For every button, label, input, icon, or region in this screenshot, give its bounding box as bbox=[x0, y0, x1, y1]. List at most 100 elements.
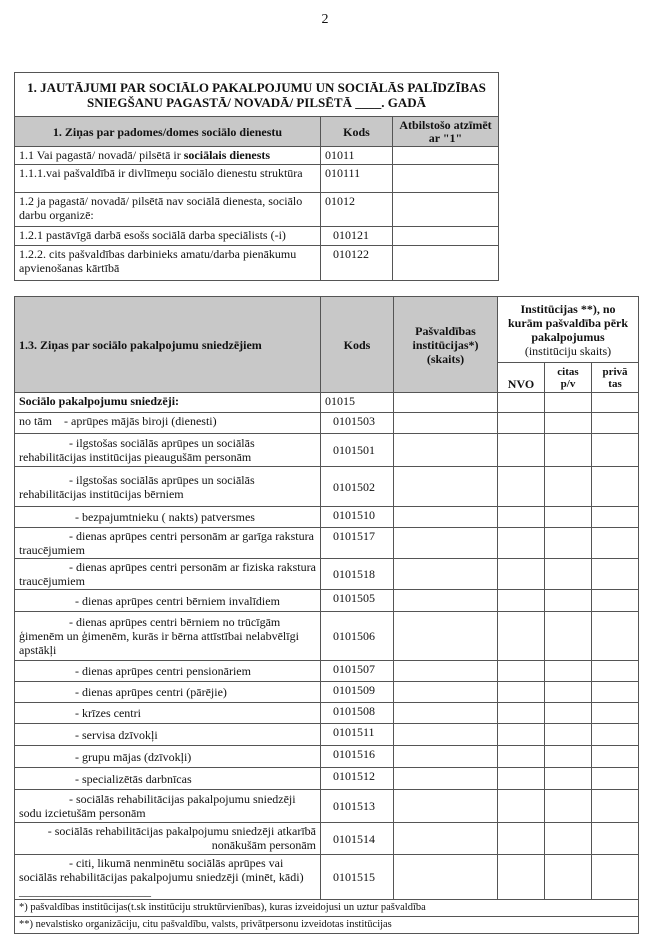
private-count-cell[interactable] bbox=[590, 466, 640, 507]
row-code: 0101508 bbox=[320, 702, 394, 724]
municipal-count-cell[interactable] bbox=[393, 589, 498, 612]
other-municipalities-count-cell[interactable] bbox=[544, 412, 592, 434]
private-count-cell[interactable] bbox=[590, 392, 640, 413]
private-count-cell[interactable] bbox=[590, 745, 640, 768]
municipal-count-cell[interactable] bbox=[393, 466, 498, 507]
municipal-count-cell[interactable] bbox=[393, 822, 498, 855]
private-count-cell[interactable] bbox=[590, 660, 640, 682]
nvo-count-cell[interactable] bbox=[497, 558, 545, 590]
header-description: 1.3. Ziņas par sociālo pakalpojumu snied… bbox=[14, 296, 321, 393]
label-text: 1.1 Vai pagastā/ novadā/ pilsētā ir bbox=[19, 148, 184, 162]
municipal-count-cell[interactable] bbox=[393, 392, 498, 413]
table-row: - krīzes centri 0101508 bbox=[14, 702, 640, 724]
other-municipalities-count-cell[interactable] bbox=[544, 681, 592, 703]
other-municipalities-count-cell[interactable] bbox=[544, 822, 592, 855]
municipal-count-cell[interactable] bbox=[393, 767, 498, 790]
other-municipalities-count-cell[interactable] bbox=[544, 611, 592, 661]
other-municipalities-count-cell[interactable] bbox=[544, 745, 592, 768]
municipal-count-cell[interactable] bbox=[393, 660, 498, 682]
municipal-count-cell[interactable] bbox=[393, 723, 498, 746]
private-count-cell[interactable] bbox=[590, 412, 640, 434]
private-count-cell[interactable] bbox=[590, 433, 640, 467]
nvo-count-cell[interactable] bbox=[497, 611, 545, 661]
label-bold: sociālais dienests bbox=[183, 148, 271, 162]
municipal-count-cell[interactable] bbox=[393, 506, 498, 528]
private-count-cell[interactable] bbox=[590, 854, 640, 900]
private-count-cell[interactable] bbox=[590, 702, 640, 724]
mark-cell[interactable] bbox=[391, 226, 500, 246]
row-label: 1.2.2. cits pašvaldības darbinieks amatu… bbox=[14, 245, 321, 281]
table-row: - dienas aprūpes centri personām ar garī… bbox=[14, 527, 640, 559]
row-code: 01012 bbox=[320, 192, 393, 227]
footnote: *) pašvaldības institūcijas(t.sk institū… bbox=[13, 899, 640, 917]
nvo-count-cell[interactable] bbox=[497, 433, 545, 467]
private-count-cell[interactable] bbox=[590, 767, 640, 790]
nvo-count-cell[interactable] bbox=[497, 745, 545, 768]
private-count-cell[interactable] bbox=[590, 589, 640, 612]
nvo-count-cell[interactable] bbox=[497, 702, 545, 724]
other-municipalities-count-cell[interactable] bbox=[544, 433, 592, 467]
mark-cell[interactable] bbox=[391, 146, 500, 165]
municipal-count-cell[interactable] bbox=[393, 611, 498, 661]
other-municipalities-count-cell[interactable] bbox=[544, 466, 592, 507]
other-municipalities-count-cell[interactable] bbox=[544, 589, 592, 612]
social-service-table: 1. JAUTĀJUMI PAR SOCIĀLO PAKALPOJUMU UN … bbox=[13, 72, 500, 281]
mark-cell[interactable] bbox=[391, 245, 500, 281]
row-code: 0101516 bbox=[320, 745, 394, 768]
nvo-count-cell[interactable] bbox=[497, 789, 545, 823]
row-code: 0101503 bbox=[320, 412, 394, 434]
municipal-count-cell[interactable] bbox=[393, 745, 498, 768]
nvo-count-cell[interactable] bbox=[497, 392, 545, 413]
row-code: 0101505 bbox=[320, 589, 394, 612]
table-row: no tām - aprūpes mājās biroji (dienesti)… bbox=[14, 412, 640, 434]
mark-cell[interactable] bbox=[391, 192, 500, 227]
nvo-count-cell[interactable] bbox=[497, 767, 545, 790]
other-municipalities-count-cell[interactable] bbox=[544, 392, 592, 413]
other-municipalities-count-cell[interactable] bbox=[544, 558, 592, 590]
nvo-count-cell[interactable] bbox=[497, 681, 545, 703]
private-count-cell[interactable] bbox=[590, 611, 640, 661]
municipal-count-cell[interactable] bbox=[393, 854, 498, 900]
other-municipalities-count-cell[interactable] bbox=[544, 789, 592, 823]
nvo-count-cell[interactable] bbox=[497, 506, 545, 528]
nvo-count-cell[interactable] bbox=[497, 854, 545, 900]
table-row: 1.1.1.vai pašvaldībā ir divlīmeņu sociāl… bbox=[14, 164, 500, 193]
municipal-count-cell[interactable] bbox=[393, 558, 498, 590]
municipal-count-cell[interactable] bbox=[393, 527, 498, 559]
nvo-count-cell[interactable] bbox=[497, 723, 545, 746]
private-count-cell[interactable] bbox=[590, 822, 640, 855]
private-count-cell[interactable] bbox=[590, 506, 640, 528]
nvo-count-cell[interactable] bbox=[497, 660, 545, 682]
private-count-cell[interactable] bbox=[590, 789, 640, 823]
section-title: 1. JAUTĀJUMI PAR SOCIĀLO PAKALPOJUMU UN … bbox=[13, 72, 500, 117]
municipal-count-cell[interactable] bbox=[393, 789, 498, 823]
row-code: 0101501 bbox=[320, 433, 394, 467]
private-count-cell[interactable] bbox=[590, 527, 640, 559]
row-code: 0101513 bbox=[320, 789, 394, 823]
other-municipalities-count-cell[interactable] bbox=[544, 702, 592, 724]
row-code: 0101515 bbox=[320, 854, 394, 900]
mark-cell[interactable] bbox=[391, 164, 500, 193]
other-municipalities-count-cell[interactable] bbox=[544, 506, 592, 528]
nvo-count-cell[interactable] bbox=[497, 466, 545, 507]
municipal-count-cell[interactable] bbox=[393, 702, 498, 724]
row-label: 1.1.1.vai pašvaldībā ir divlīmeņu sociāl… bbox=[14, 164, 321, 193]
private-count-cell[interactable] bbox=[590, 681, 640, 703]
other-municipalities-count-cell[interactable] bbox=[544, 723, 592, 746]
municipal-count-cell[interactable] bbox=[393, 681, 498, 703]
nvo-count-cell[interactable] bbox=[497, 822, 545, 855]
private-count-cell[interactable] bbox=[590, 723, 640, 746]
nvo-count-cell[interactable] bbox=[497, 589, 545, 612]
other-municipalities-count-cell[interactable] bbox=[544, 767, 592, 790]
nvo-count-cell[interactable] bbox=[497, 527, 545, 559]
nvo-count-cell[interactable] bbox=[497, 412, 545, 434]
other-municipalities-count-cell[interactable] bbox=[544, 660, 592, 682]
municipal-count-cell[interactable] bbox=[393, 433, 498, 467]
municipal-count-cell[interactable] bbox=[393, 412, 498, 434]
other-municipalities-count-cell[interactable] bbox=[544, 854, 592, 900]
other-municipalities-count-cell[interactable] bbox=[544, 527, 592, 559]
table-row: - servisa dzīvokļi 0101511 bbox=[14, 723, 640, 746]
table-row: - citi, likumā nenminētu sociālās aprūpe… bbox=[14, 854, 640, 900]
header-other-municipalities: citas p/v bbox=[544, 362, 592, 393]
private-count-cell[interactable] bbox=[590, 558, 640, 590]
